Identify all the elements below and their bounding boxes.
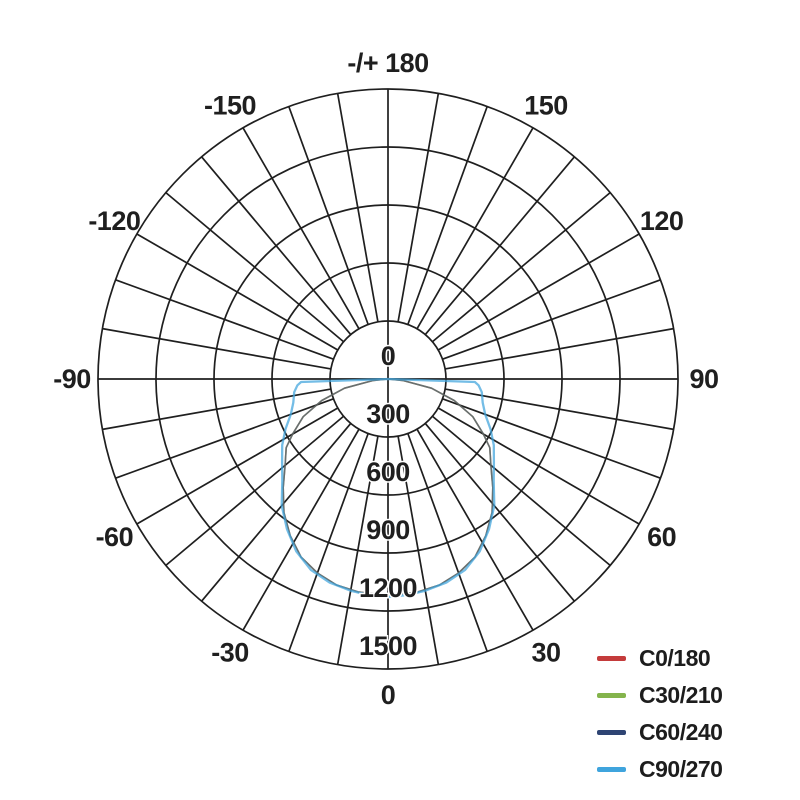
spoke-120: [437, 233, 640, 351]
angle-label--30: -30: [211, 638, 249, 668]
spoke-280: [102, 388, 332, 431]
spoke-290: [115, 398, 334, 479]
legend-swatch-c60-240: [597, 729, 626, 735]
legend-item-c90-270: C90/270: [597, 755, 723, 783]
spoke-320: [200, 422, 352, 602]
spoke-140: [424, 156, 576, 336]
spoke-20: [407, 433, 488, 652]
spoke-350: [336, 435, 379, 665]
legend: C0/180 C30/210 C60/240 C90/270: [597, 644, 723, 783]
angle-label-0: 0: [381, 680, 396, 710]
ring-label-1200: 1200: [359, 573, 417, 603]
curve-c90-270: [280, 377, 496, 599]
angle-label-90: 90: [689, 364, 718, 394]
spoke-310: [165, 415, 345, 567]
angle-label-30: 30: [531, 638, 560, 668]
legend-label-c90-270: C90/270: [639, 755, 723, 782]
curve-c60-240: [282, 378, 494, 597]
spoke-190: [336, 93, 379, 323]
ring-label-300: 300: [366, 399, 410, 429]
legend-label-c0-180: C0/180: [639, 644, 711, 671]
spoke-230: [165, 191, 345, 343]
ring-label-1500: 1500: [359, 631, 417, 661]
legend-item-c0-180: C0/180: [597, 644, 722, 672]
spoke-330: [242, 428, 360, 631]
ring-label-0: 0: [381, 341, 396, 371]
intensity-curves: [280, 377, 496, 599]
spoke-220: [200, 156, 352, 336]
ring-label-900: 900: [366, 515, 410, 545]
angle-labels: -/+ 180-150 150-120 120-90 90-60 60-30 300: [53, 48, 719, 710]
spoke-80: [444, 388, 674, 431]
spoke-100: [444, 327, 674, 370]
spoke-110: [442, 279, 661, 360]
spoke-250: [115, 279, 334, 360]
ring-label-600: 600: [366, 457, 410, 487]
spoke-130: [431, 191, 611, 343]
angle-label--120: -120: [88, 206, 140, 236]
spoke-340: [288, 433, 369, 652]
ring-labels: 0 300 600 900 1200 1500: [357, 340, 419, 663]
spoke-200: [288, 106, 369, 325]
spoke-240: [136, 233, 339, 351]
legend-label-c30-210: C30/210: [639, 681, 723, 708]
angle-label-180: -/+ 180: [347, 48, 428, 78]
spoke-40: [424, 422, 576, 602]
angle-label-60: 60: [647, 522, 676, 552]
legend-item-c60-240: C60/240: [597, 718, 723, 746]
legend-item-c30-210: C30/210: [597, 681, 723, 709]
spoke-60: [437, 407, 640, 525]
spoke-50: [431, 415, 611, 567]
spoke-170: [397, 93, 440, 323]
spoke-300: [136, 407, 339, 525]
legend-swatch-c0-180: [597, 655, 626, 661]
spoke-150: [416, 127, 534, 330]
angle-label--150: -150: [204, 90, 256, 120]
spoke-10: [397, 435, 440, 665]
spoke-160: [407, 106, 488, 325]
spoke-70: [442, 398, 661, 479]
legend-swatch-c90-270: [597, 766, 626, 772]
angle-label--60: -60: [96, 522, 134, 552]
angle-label-150: 150: [524, 90, 568, 120]
legend-label-c60-240: C60/240: [639, 718, 723, 745]
angle-label-120: 120: [640, 206, 684, 236]
angle-label--90: -90: [53, 364, 91, 394]
legend-swatch-c30-210: [597, 692, 626, 698]
spoke-30: [416, 428, 534, 631]
spoke-210: [242, 127, 360, 330]
spoke-260: [102, 327, 332, 370]
